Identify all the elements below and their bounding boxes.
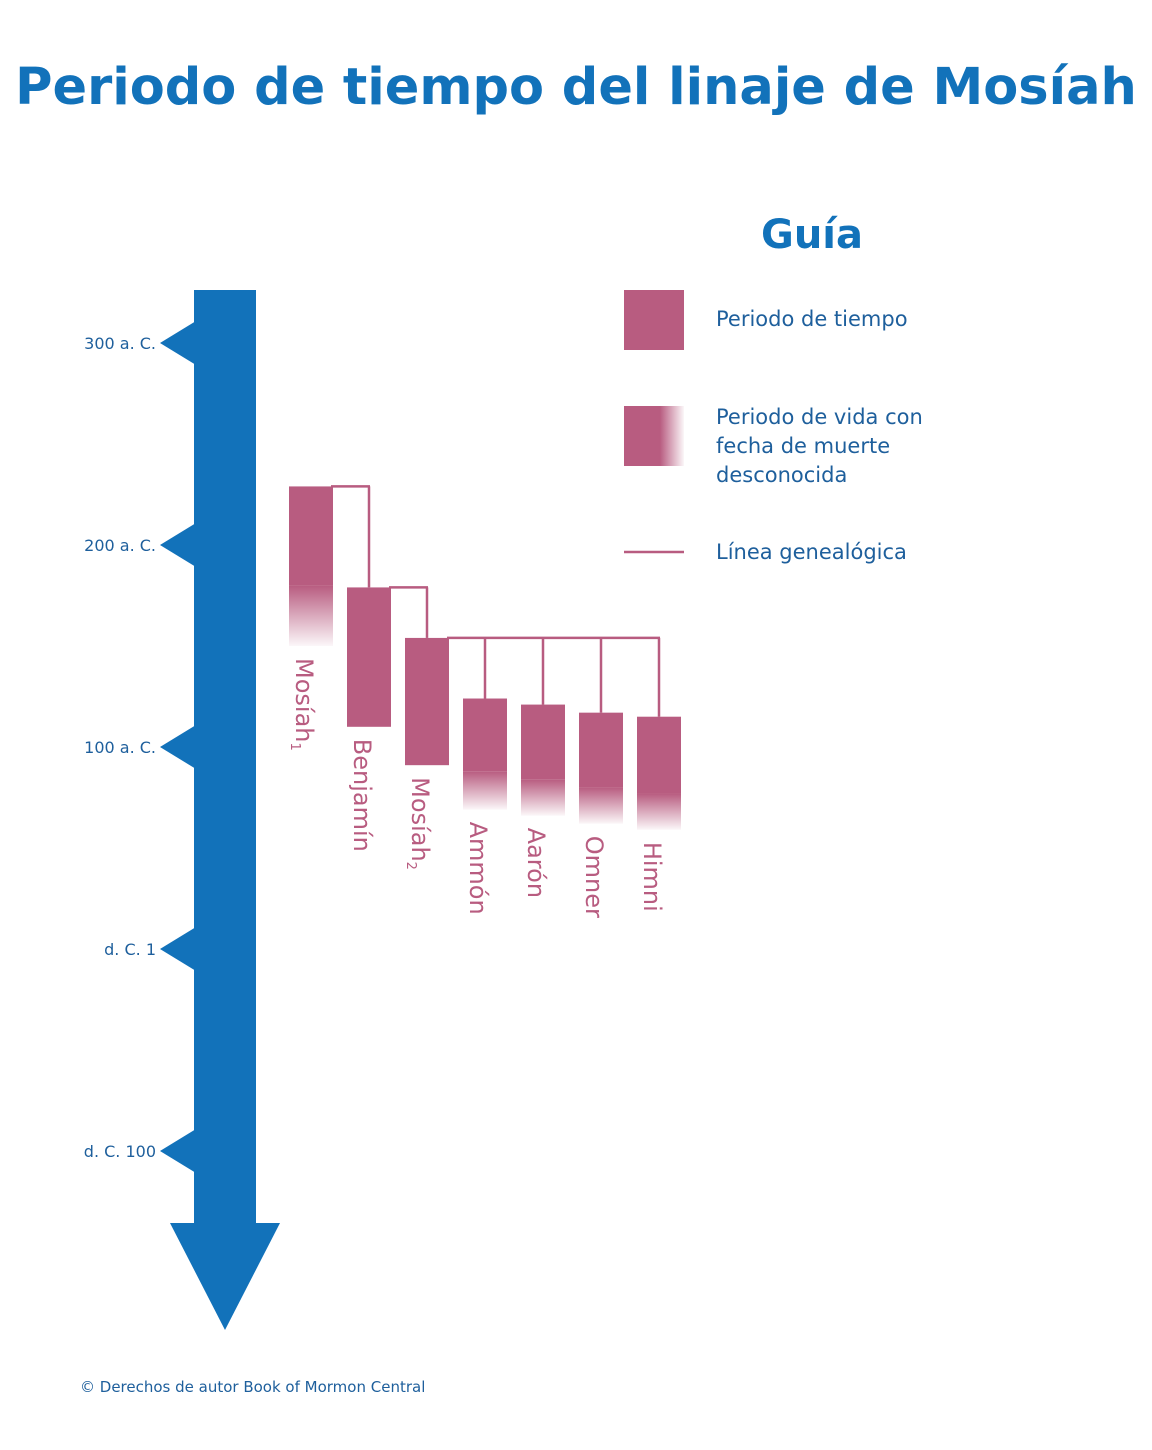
- legend-item-label: Línea genealógica: [716, 540, 907, 564]
- timeline-tick-label: d. C. 1: [104, 940, 156, 959]
- period-bar: [579, 712, 623, 788]
- person-name: Omner: [580, 836, 608, 918]
- period-bar: [463, 698, 507, 772]
- timeline-tick-label: 300 a. C.: [84, 334, 156, 353]
- person-period: Omner: [579, 712, 623, 918]
- legend-period-swatch: [624, 290, 684, 350]
- person-name: Mosíah: [290, 658, 318, 742]
- person-period: Mosíah2: [404, 637, 449, 870]
- period-bar: [521, 704, 565, 780]
- timeline-tick-label: 200 a. C.: [84, 536, 156, 555]
- person-name-label: Mosíah1: [288, 658, 319, 751]
- period-fade: [637, 793, 681, 830]
- legend-item: Línea genealógica: [624, 540, 907, 564]
- legend-unknown-death-swatch: [624, 406, 660, 466]
- person-name: Aarón: [522, 828, 550, 898]
- timeline-tick-marker: [160, 523, 196, 567]
- person-period: Himni: [637, 716, 681, 912]
- person-name-subscript: 2: [404, 862, 419, 870]
- person-name: Mosíah: [406, 777, 434, 861]
- copyright-text: © Derechos de autor Book of Mormon Centr…: [80, 1378, 426, 1396]
- timeline-tick-marker: [160, 725, 196, 769]
- person-period: Benjamín: [347, 587, 391, 852]
- person-name-label: Omner: [580, 836, 608, 918]
- period-fade: [579, 787, 623, 824]
- legend-item-label: fecha de muerte: [716, 434, 890, 458]
- person-period: Mosíah1: [288, 486, 333, 751]
- person-name: Himni: [638, 842, 666, 912]
- person-period: Ammón: [463, 698, 507, 915]
- period-bar: [289, 486, 333, 586]
- person-name-subscript: 1: [288, 742, 303, 750]
- person-name-label: Himni: [638, 842, 666, 912]
- legend-item: Periodo de vida con fecha de muerte descon…: [624, 405, 923, 487]
- legend-item-label: Periodo de tiempo: [716, 307, 908, 331]
- period-bar: [405, 637, 449, 766]
- timeline-tick-label: d. C. 100: [84, 1142, 156, 1161]
- timeline-tick-marker: [160, 927, 196, 971]
- person-name: Benjamín: [348, 739, 376, 852]
- legend-unknown-death-fade: [660, 406, 684, 466]
- period-fade: [289, 585, 333, 646]
- person-period: Aarón: [521, 704, 565, 898]
- person-name-label: Aarón: [522, 828, 550, 898]
- person-name-label: Benjamín: [348, 739, 376, 852]
- period-bar: [637, 716, 681, 794]
- timeline-arrowhead: [170, 1223, 280, 1330]
- person-name: Ammón: [464, 822, 492, 915]
- legend-item: Periodo de tiempo: [624, 290, 908, 350]
- period-fade: [521, 779, 565, 816]
- period-fade: [463, 771, 507, 810]
- timeline-tick-marker: [160, 321, 196, 365]
- timeline-tick-label: 100 a. C.: [84, 738, 156, 757]
- person-name-label: Mosíah2: [404, 777, 435, 870]
- person-name-label: Ammón: [464, 822, 492, 915]
- legend-item-label: desconocida: [716, 463, 847, 487]
- timeline-tick-marker: [160, 1129, 196, 1173]
- period-bar: [347, 587, 391, 727]
- legend-title: Guía: [761, 212, 863, 258]
- legend-item-label: Periodo de vida con: [716, 405, 923, 429]
- page-title: Periodo de tiempo del linaje de Mosíah: [15, 58, 1137, 117]
- timeline-shaft: [194, 290, 256, 1223]
